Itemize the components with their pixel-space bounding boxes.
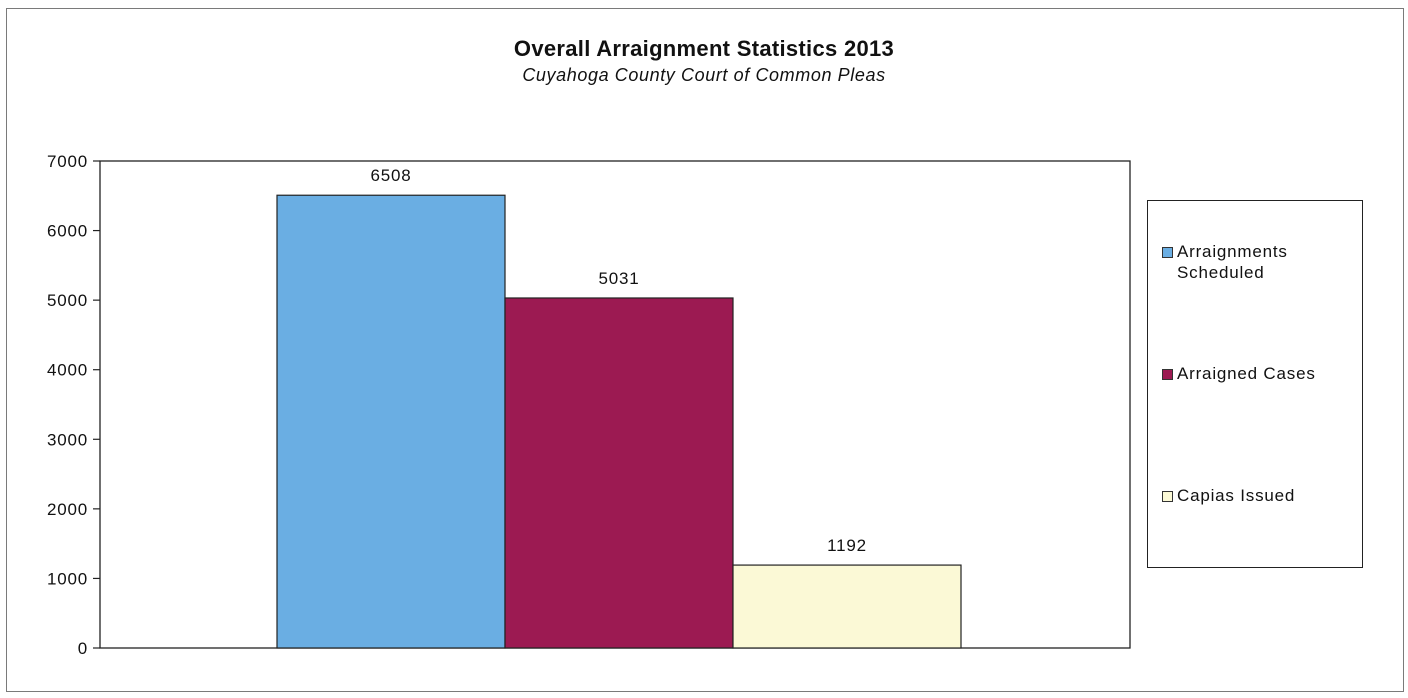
- legend-label: Capias Issued: [1177, 486, 1296, 505]
- y-tick-label: 0: [78, 639, 88, 658]
- legend-swatch-capias-issued: [1162, 491, 1173, 502]
- legend-item-arraignments-scheduled: Arraignments Scheduled: [1162, 241, 1347, 283]
- y-tick-label: 7000: [47, 152, 88, 171]
- legend-swatch-arraignments-scheduled: [1162, 247, 1173, 258]
- legend-item-arraigned-cases: Arraigned Cases: [1162, 363, 1347, 384]
- y-tick-label: 1000: [47, 569, 88, 588]
- y-tick-label: 5000: [47, 291, 88, 310]
- legend-label: Arraignments Scheduled: [1177, 242, 1288, 282]
- bar-data-label: 6508: [370, 166, 411, 185]
- y-tick-label: 3000: [47, 430, 88, 449]
- y-tick-label: 4000: [47, 361, 88, 380]
- chart-subtitle: Cuyahoga County Court of Common Pleas: [522, 65, 886, 85]
- bar-data-label: 5031: [598, 269, 639, 288]
- y-tick-label: 6000: [47, 222, 88, 241]
- y-tick-label: 2000: [47, 500, 88, 519]
- bar: [732, 564, 962, 649]
- bar: [276, 194, 506, 649]
- chart-title: Overall Arraignment Statistics 2013: [513, 36, 895, 61]
- bar: [504, 297, 734, 649]
- legend-swatch-arraigned-cases: [1162, 369, 1173, 380]
- bar-data-label: 1192: [827, 536, 867, 555]
- legend-label: Arraigned Cases: [1177, 364, 1316, 383]
- legend-item-capias-issued: Capias Issued: [1162, 485, 1347, 506]
- legend: Arraignments Scheduled Arraigned Cases C…: [1147, 200, 1363, 568]
